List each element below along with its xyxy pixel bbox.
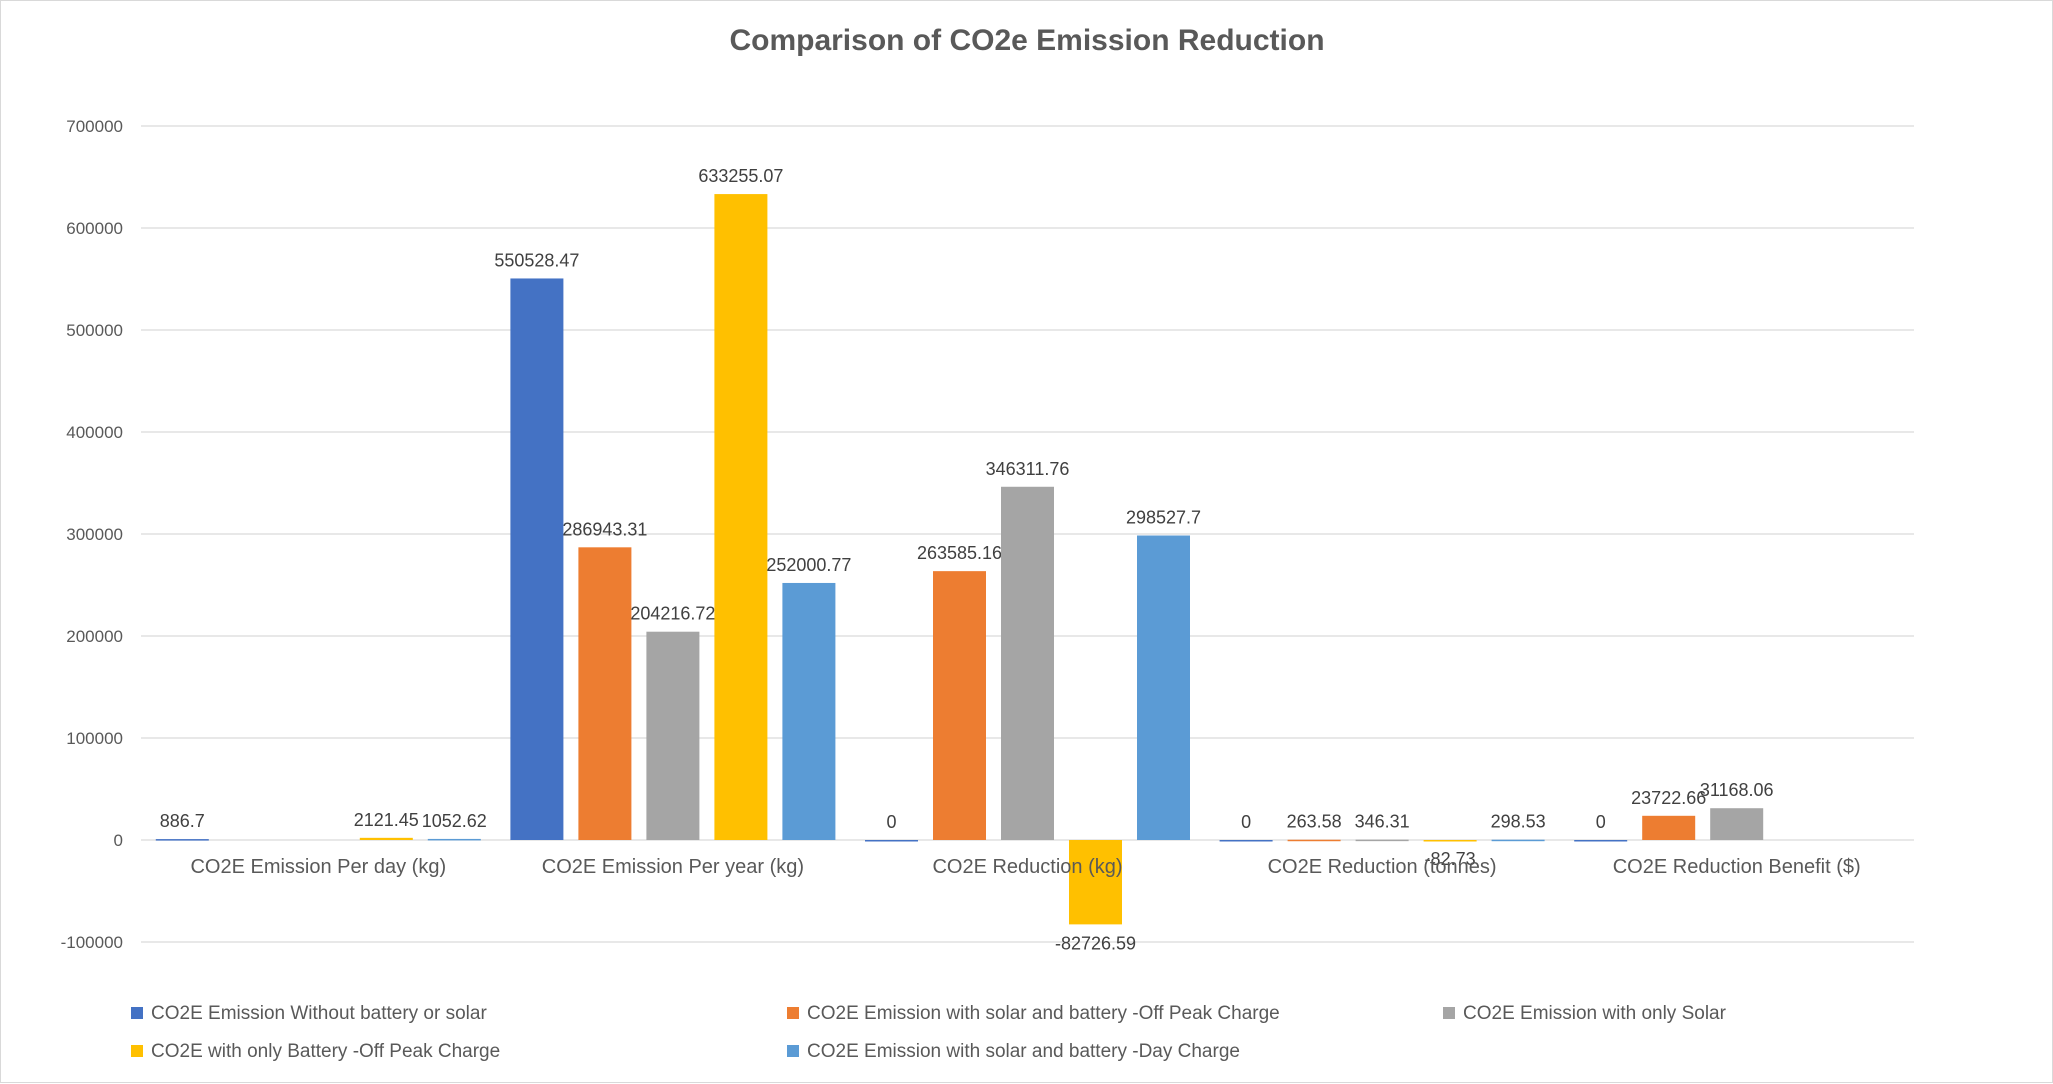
legend-label: CO2E Emission with solar and battery -Da…	[807, 1041, 1240, 1062]
bar	[933, 571, 986, 840]
category-label: CO2E Reduction Benefit ($)	[1613, 856, 1861, 878]
legend-swatch	[787, 1045, 799, 1057]
data-label: -82.73	[1425, 849, 1476, 869]
bar	[1287, 839, 1341, 842]
category-label: CO2E Reduction (kg)	[932, 856, 1122, 878]
category-label: CO2E Emission Per year (kg)	[542, 856, 804, 878]
data-label: 0	[886, 812, 896, 832]
data-label: 633255.07	[698, 166, 783, 186]
data-label: 263.58	[1287, 812, 1342, 832]
legend-label: CO2E Emission with only Solar	[1463, 1003, 1727, 1024]
legend-label: CO2E with only Battery -Off Peak Charge	[151, 1041, 500, 1062]
data-label: 0	[1241, 812, 1251, 832]
legend-swatch	[131, 1007, 143, 1019]
data-label: 286943.31	[562, 519, 647, 539]
data-label: 346.31	[1355, 812, 1410, 832]
bar	[1069, 840, 1122, 925]
data-label: 298527.7	[1126, 508, 1201, 528]
bar	[1491, 839, 1545, 842]
category-label: CO2E Emission Per day (kg)	[190, 856, 446, 878]
data-label: 252000.77	[766, 555, 851, 575]
bar	[359, 837, 413, 840]
bar	[155, 839, 209, 841]
y-tick-label: -100000	[61, 933, 123, 952]
bar	[865, 840, 918, 842]
data-label: 886.7	[160, 811, 205, 831]
y-tick-label: 200000	[66, 627, 123, 646]
y-tick-label: 700000	[66, 117, 123, 136]
legend-label: CO2E Emission Without battery or solar	[151, 1003, 487, 1024]
bar	[782, 582, 836, 840]
y-tick-label: 0	[114, 831, 123, 850]
legend-label: CO2E Emission with solar and battery -Of…	[807, 1003, 1280, 1024]
bar	[646, 631, 700, 840]
data-label: 0	[1596, 812, 1606, 832]
category-label: CO2E Reduction (tonnes)	[1268, 856, 1497, 878]
legend-swatch	[787, 1007, 799, 1019]
y-tick-label: 100000	[66, 729, 123, 748]
bar	[427, 838, 481, 841]
bar	[1137, 535, 1190, 840]
bar	[1423, 840, 1477, 842]
bar	[1574, 840, 1628, 842]
bar	[1001, 486, 1054, 840]
bar	[1219, 840, 1273, 842]
bar	[1710, 808, 1764, 840]
bar	[1355, 839, 1409, 842]
bar	[578, 547, 632, 840]
data-label: 263585.16	[917, 543, 1002, 563]
bar	[714, 194, 768, 840]
data-label: 204216.72	[630, 604, 715, 624]
data-label: 23722.66	[1631, 788, 1706, 808]
data-label: 31168.06	[1700, 780, 1774, 800]
y-tick-label: 500000	[66, 321, 123, 340]
data-label: -82726.59	[1055, 933, 1136, 953]
chart-title: Comparison of CO2e Emission Reduction	[729, 24, 1324, 57]
y-tick-label: 400000	[66, 423, 123, 442]
bar	[510, 278, 564, 841]
bar	[1642, 815, 1696, 840]
data-label: 1052.62	[422, 811, 487, 831]
data-label: 2121.45	[354, 810, 419, 830]
y-tick-label: 600000	[66, 219, 123, 238]
data-label: 346311.76	[986, 459, 1070, 479]
y-tick-label: 300000	[66, 525, 123, 544]
data-label: 550528.47	[494, 250, 579, 270]
legend-swatch	[131, 1045, 143, 1057]
data-label: 298.53	[1491, 812, 1546, 832]
legend-swatch	[1443, 1007, 1455, 1019]
